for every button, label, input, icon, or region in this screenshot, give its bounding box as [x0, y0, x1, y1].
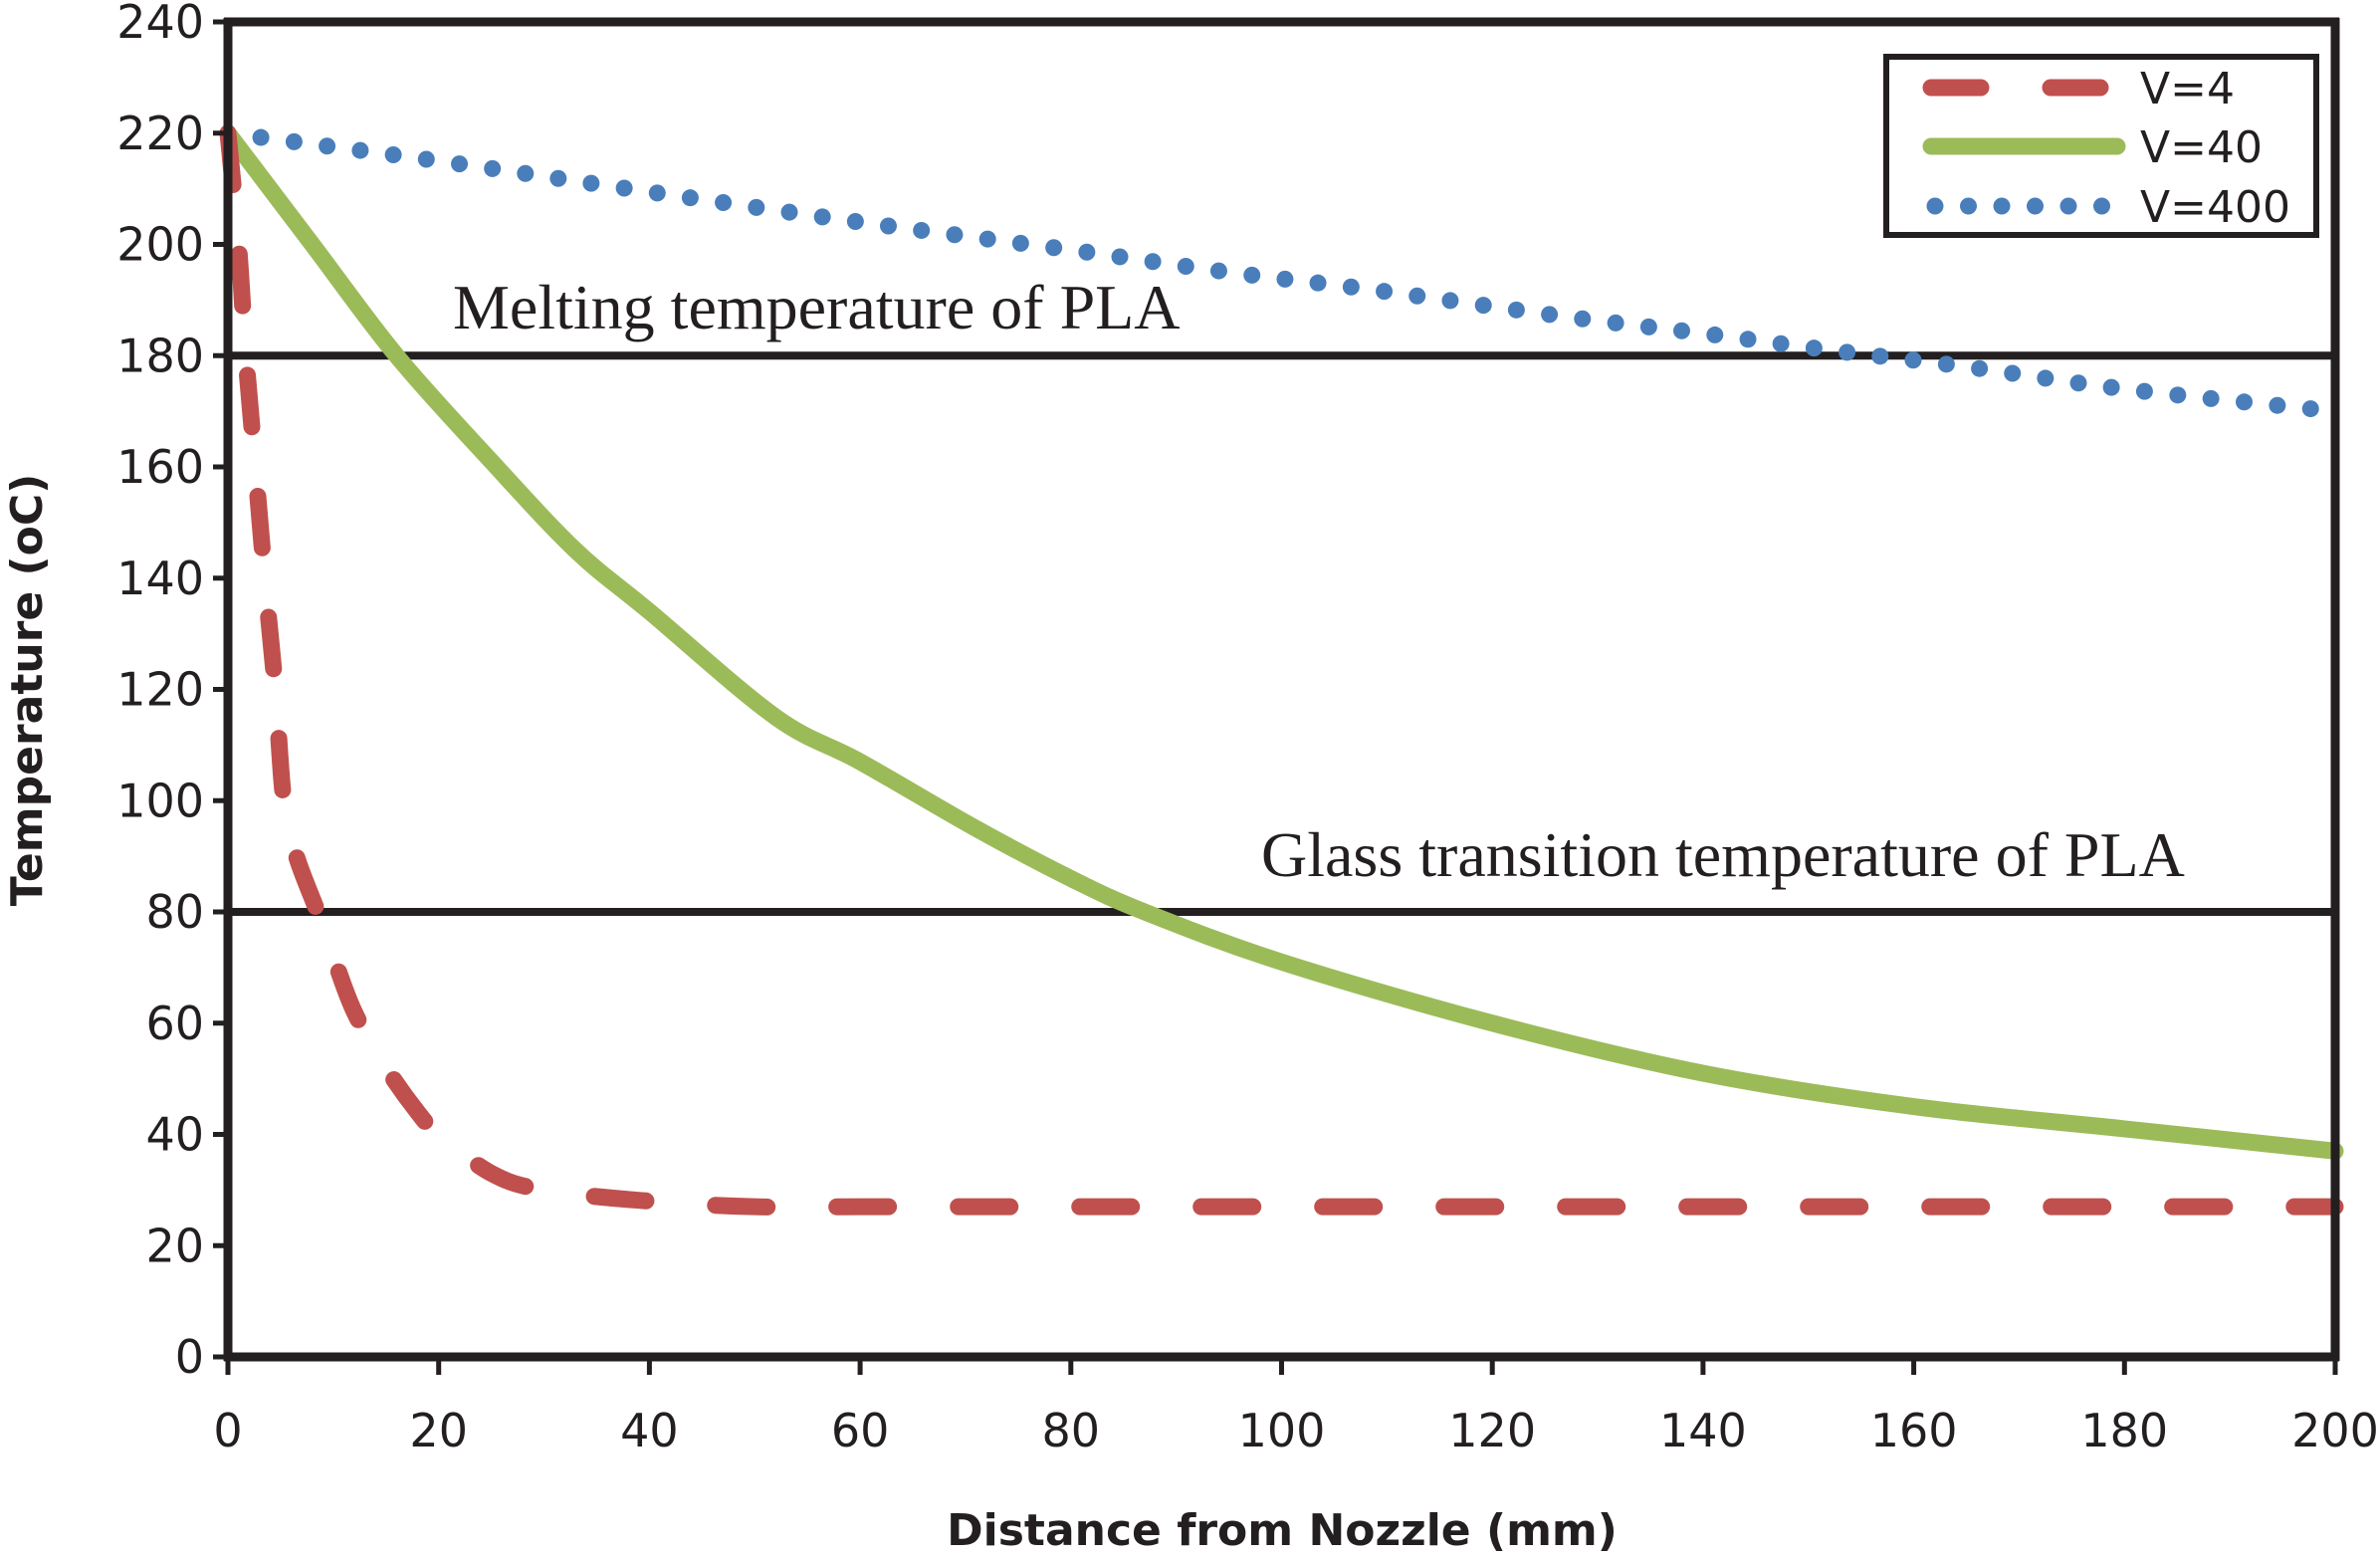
x-tick-label: 20: [409, 1404, 468, 1457]
melting-temperature-label: Melting temperature of PLA: [453, 272, 1180, 342]
glass-transition-label: Glass transition temperature of PLA: [1261, 819, 2185, 890]
x-tick-label: 100: [1238, 1404, 1326, 1457]
x-tick-label: 200: [2291, 1404, 2379, 1457]
legend-item-v40: V=40: [1922, 122, 2263, 173]
series-line-v400: [219, 124, 2344, 420]
x-tick-label: 180: [2080, 1404, 2168, 1457]
y-tick-label: 220: [116, 107, 204, 160]
y-tick-label: 0: [175, 1330, 204, 1384]
series-v40: [219, 124, 2344, 1160]
y-tick-label: 120: [116, 663, 204, 717]
series-line-v40: [219, 124, 2344, 1160]
x-tick-label: 40: [620, 1404, 679, 1457]
reference-lines: [228, 351, 2335, 916]
legend-item-v400: V=400: [1926, 182, 2290, 233]
x-tick-label: 80: [1042, 1404, 1101, 1457]
ticks: 0 20 40 60 80 100 120 140 160 180 200 220 240 0 20 40 60…: [116, 0, 2379, 1457]
series-v4: [219, 124, 2344, 1217]
y-axis-title: Temperature (oC): [2, 474, 53, 907]
series-v400: [219, 124, 2344, 420]
y-tick-label: 160: [116, 440, 204, 494]
legend-item-v4: V=4: [1922, 64, 2235, 114]
series-layer: [219, 124, 2344, 1217]
y-tick-label: 180: [116, 329, 204, 382]
y-tick-label: 240: [116, 0, 204, 49]
y-tick-label: 200: [116, 218, 204, 272]
legend-label-v40: V=40: [2140, 122, 2263, 173]
legend: V=4 V=40 V=400: [1883, 54, 2319, 238]
x-tick-label: 160: [1870, 1404, 1958, 1457]
x-tick-label: 140: [1659, 1404, 1747, 1457]
y-tick-label: 20: [145, 1219, 204, 1272]
legend-label-v4: V=4: [2140, 64, 2235, 114]
x-tick-label: 120: [1448, 1404, 1536, 1457]
y-tick-label: 140: [116, 552, 204, 605]
y-tick-label: 40: [145, 1108, 204, 1162]
x-tick-label: 60: [831, 1404, 890, 1457]
x-axis-title: Distance from Nozzle (mm): [947, 1505, 1618, 1556]
y-tick-label: 100: [116, 774, 204, 827]
y-tick-label: 80: [145, 885, 204, 939]
legend-label-v400: V=400: [2140, 182, 2290, 233]
x-tick-label: 0: [213, 1404, 242, 1457]
y-tick-label: 60: [145, 997, 204, 1050]
series-line-v4: [219, 124, 2344, 1217]
